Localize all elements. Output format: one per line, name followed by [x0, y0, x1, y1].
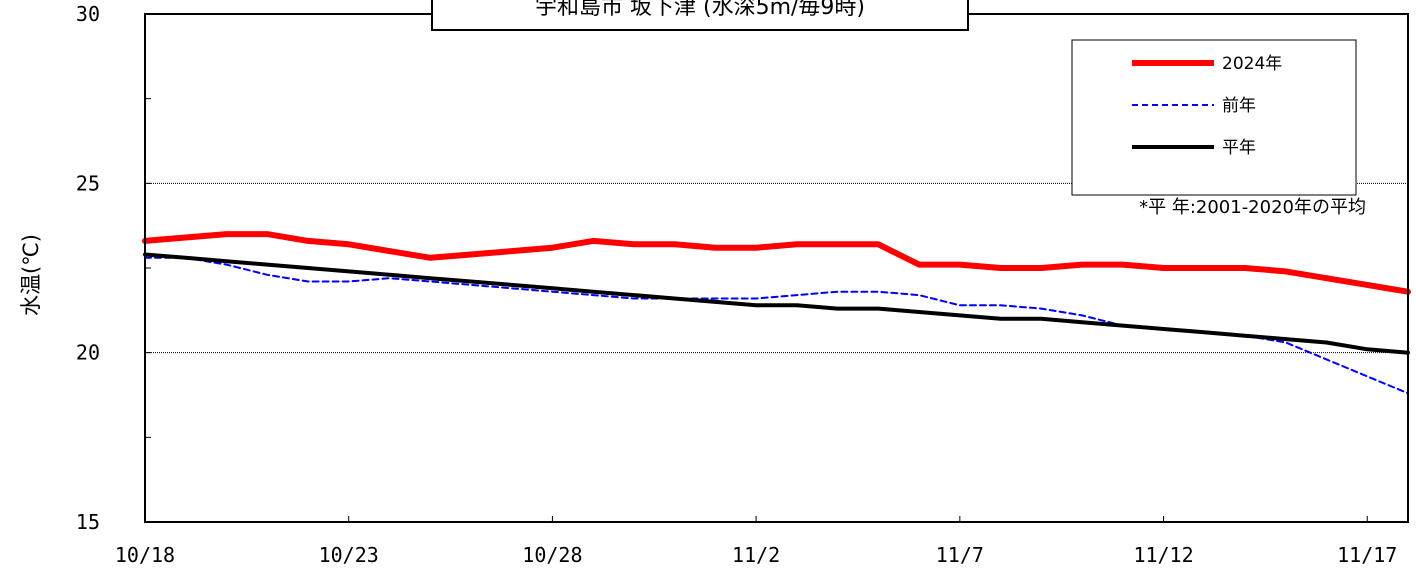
x-tick-label-10-18: 10/18 — [115, 543, 175, 567]
legend-label-0: 2024年 — [1222, 54, 1282, 74]
y-tick-label-30: 30 — [76, 2, 100, 26]
x-tick-label-11-7: 11/7 — [936, 543, 984, 567]
y-axis-ticks: 15 20 25 30 — [76, 2, 151, 534]
chart-title-box: 宇和島市 坂下津 (水深5m/毎9時) — [431, 0, 969, 31]
chart-title-frame — [431, 0, 969, 31]
x-tick-label-11-12: 11/12 — [1133, 543, 1193, 567]
series-line-1 — [144, 256, 1409, 395]
x-tick-label-10-23: 10/23 — [319, 543, 379, 567]
y-tick-label-20: 20 — [76, 341, 100, 365]
y-axis-label: 水温(℃) — [19, 234, 43, 316]
x-tick-label-10-28: 10/28 — [522, 543, 582, 567]
normal-period-note: *平 年:2001-2020年の平均 — [1139, 197, 1366, 218]
series-lines — [142, 231, 1411, 395]
legend-label-2: 平年 — [1222, 138, 1256, 158]
x-axis-ticks: 10/18 10/23 10/28 11/2 11/7 11/12 11/17 — [115, 516, 1397, 567]
series-line-2 — [143, 252, 1410, 355]
legend-label-1: 前年 — [1222, 96, 1256, 116]
y-tick-label-25: 25 — [76, 171, 100, 195]
series-line-0 — [142, 231, 1411, 295]
y-tick-label-15: 15 — [76, 510, 100, 534]
x-tick-label-11-2: 11/2 — [732, 543, 780, 567]
chart-title: 宇和島市 坂下津 (水深5m/毎9時) — [535, 0, 865, 20]
x-tick-label-11-17: 11/17 — [1337, 543, 1397, 567]
